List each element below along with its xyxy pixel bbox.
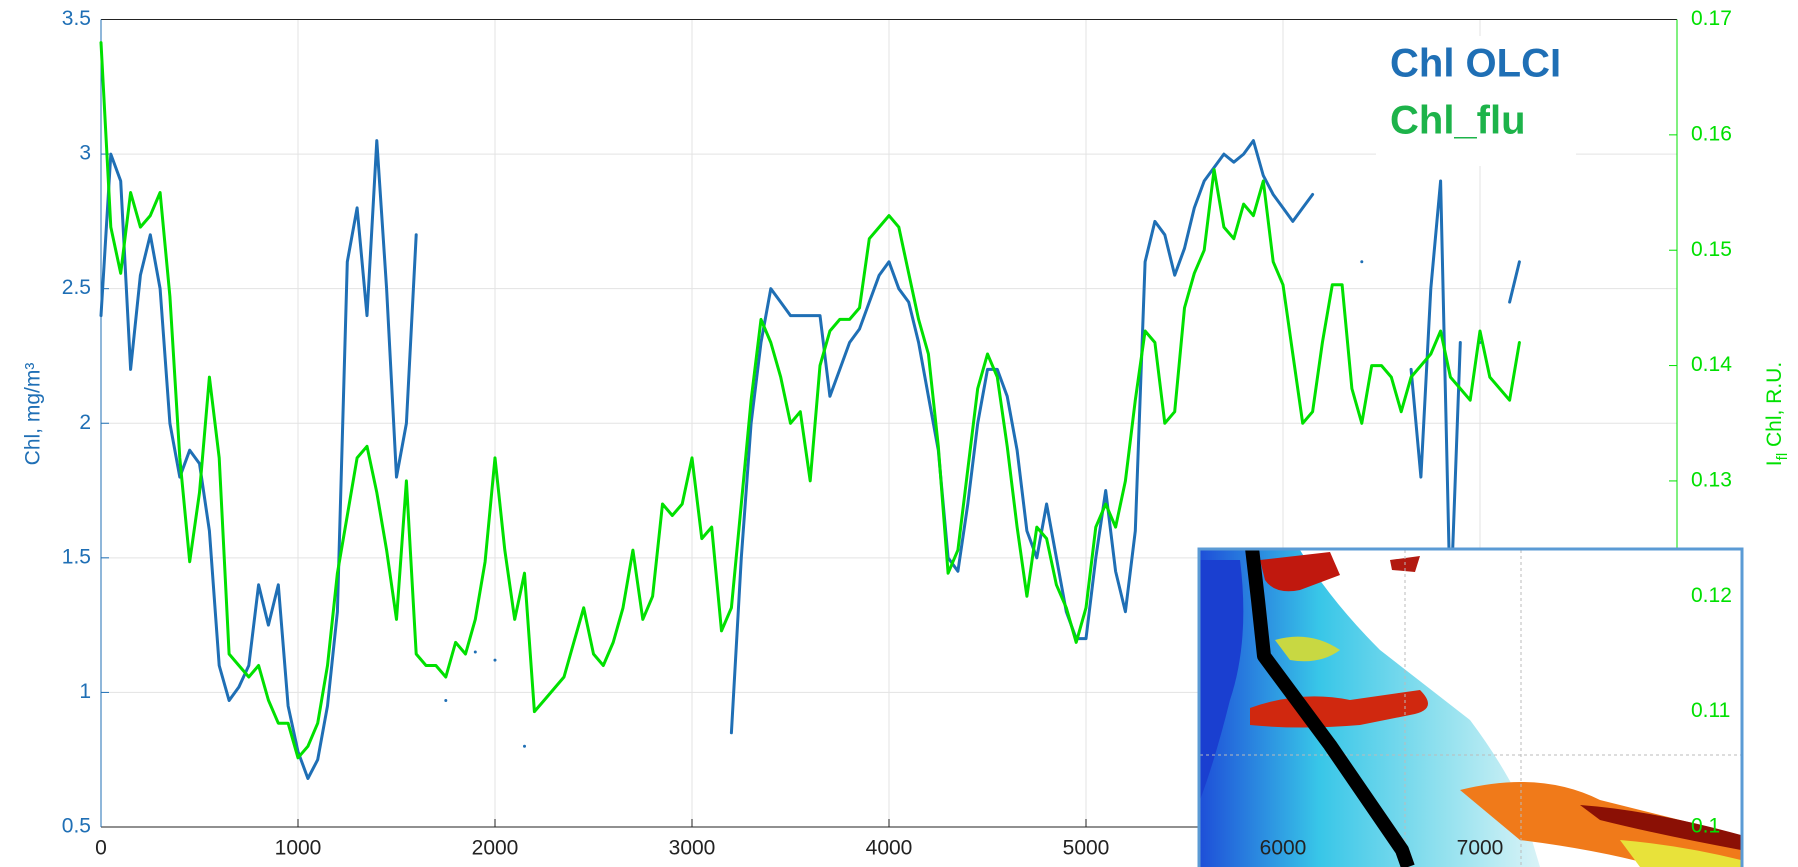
y2-tick-label: 0.1 (1691, 815, 1720, 838)
y2-tick-label: 0.16 (1691, 122, 1732, 145)
x-tick-label: 3000 (669, 837, 716, 860)
x-tick-label: 7000 (1457, 837, 1504, 860)
y2-axis-label: Ifl Chl, R.U. (1763, 362, 1792, 466)
y2-tick-label: 0.11 (1691, 699, 1730, 722)
y2-tick-label: 0.12 (1691, 584, 1732, 607)
x-tick-label: 1000 (275, 837, 322, 860)
x-tick-label: 6000 (1260, 837, 1307, 860)
y2-tick-label: 0.17 (1691, 7, 1732, 30)
y-tick-label: 1.5 (62, 545, 91, 568)
page: Chl OLCI Chl_flu Chl, mg/m³ Ifl Chl, R.U… (0, 0, 1798, 867)
x-tick-label: 4000 (866, 837, 913, 860)
y-tick-label: 3 (79, 142, 91, 165)
y-axis-label: Chl, mg/m³ (22, 363, 45, 466)
legend-entry: Chl_flu (1390, 99, 1526, 143)
y2-tick-label: 0.15 (1691, 238, 1732, 261)
y2-tick-label: 0.13 (1691, 468, 1732, 491)
y-tick-label: 2 (79, 411, 91, 434)
y-tick-label: 1 (79, 680, 91, 703)
x-tick-label: 2000 (472, 837, 519, 860)
inset-map (1200, 548, 1741, 867)
x-tick-label: 5000 (1063, 837, 1110, 860)
y2-tick-label: 0.14 (1691, 353, 1732, 376)
y2-axis-label-part: Chl, R.U. (1763, 362, 1786, 453)
y-tick-label: 3.5 (62, 7, 91, 30)
y2-axis-label-part: fl (1774, 453, 1791, 461)
x-tick-label: 0 (95, 837, 107, 860)
y-tick-label: 2.5 (62, 276, 91, 299)
y-tick-label: 0.5 (62, 815, 91, 838)
chart: Chl OLCI Chl_flu Chl, mg/m³ Ifl Chl, R.U… (0, 0, 1798, 867)
legend-entry: Chl OLCI (1390, 42, 1561, 86)
